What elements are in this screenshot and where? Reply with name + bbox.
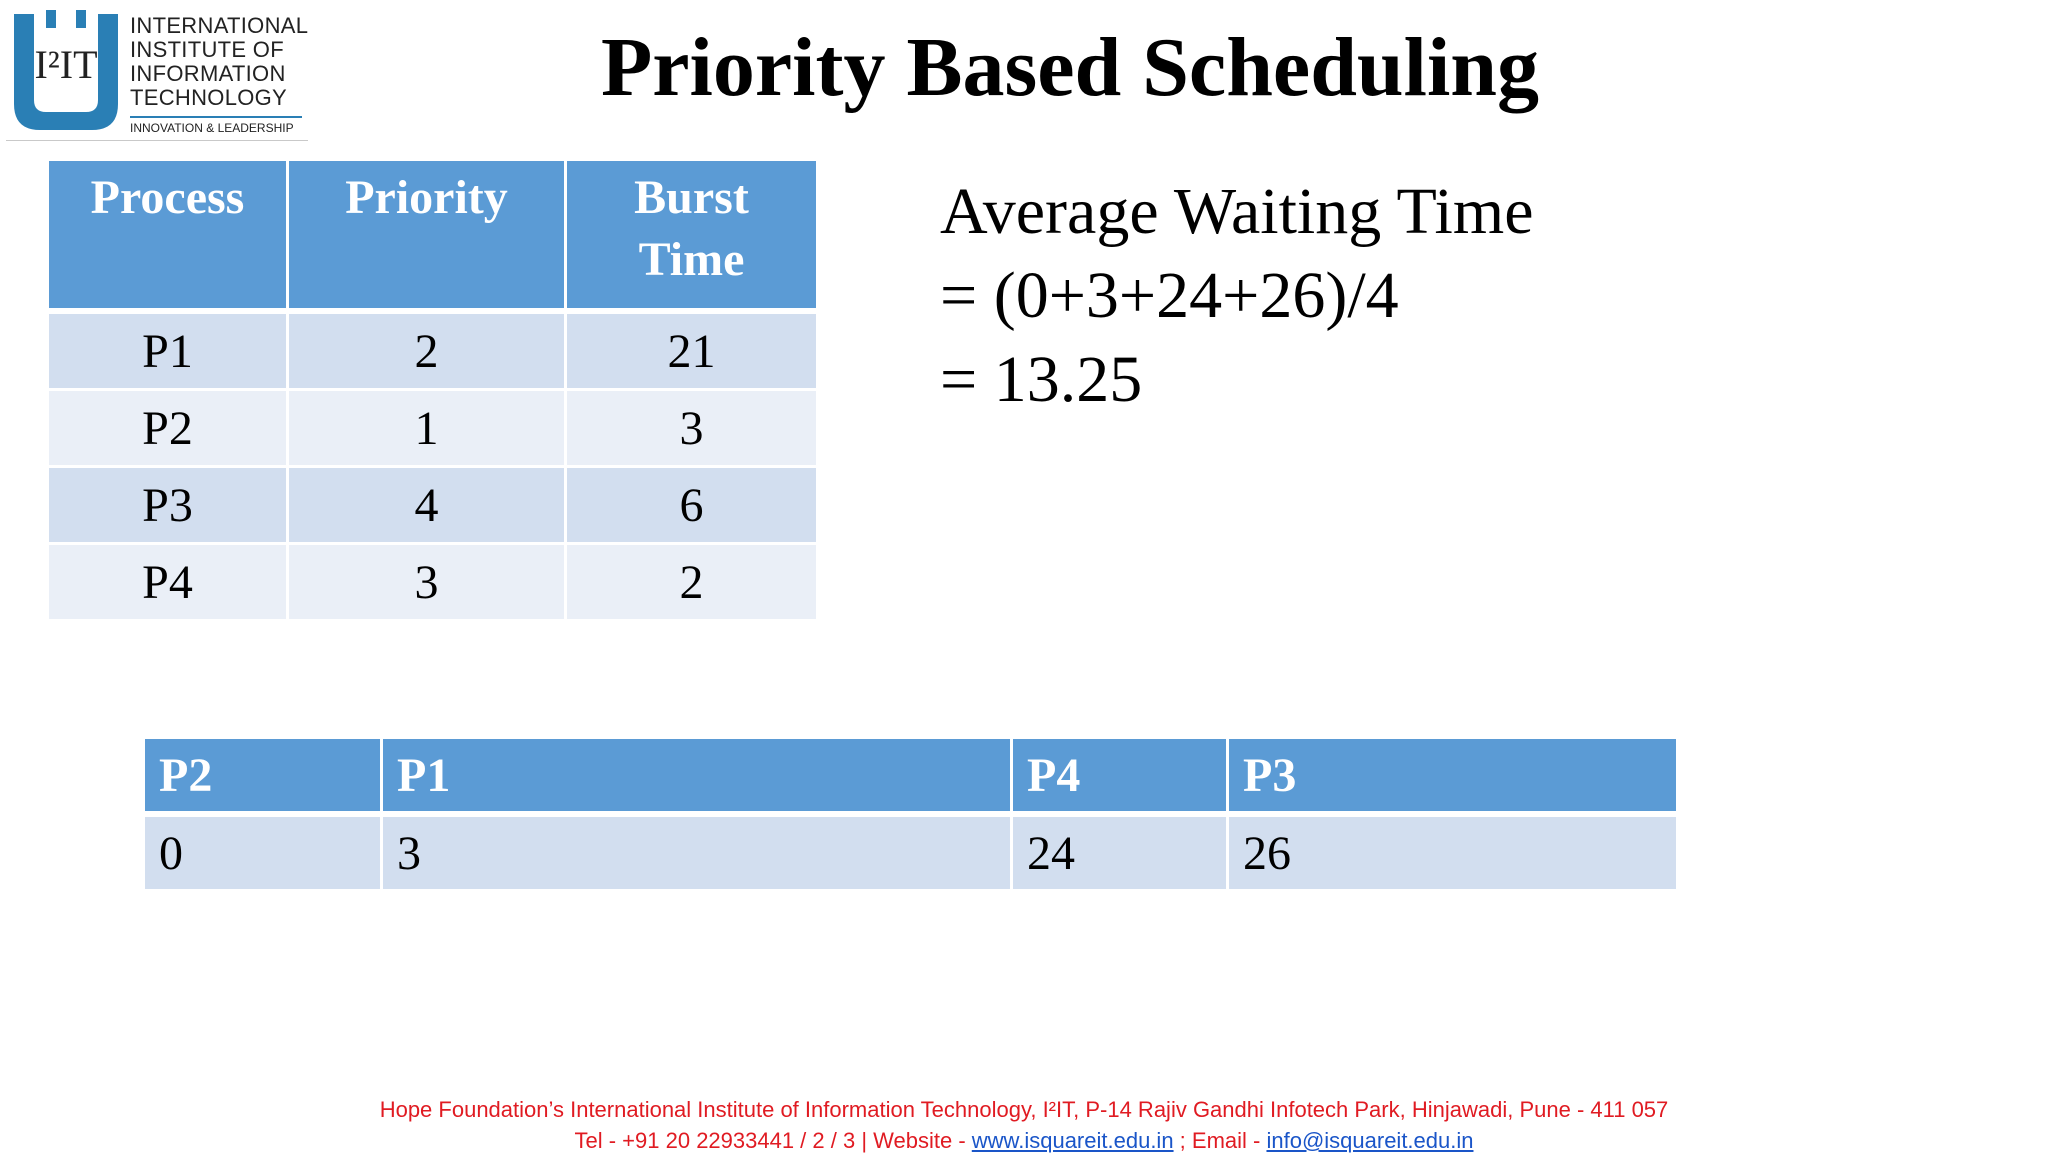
gantt-process: P1: [380, 736, 1013, 817]
gantt-chart-table: P2 P1 P4 P3 0 3 24 26: [142, 736, 1679, 892]
process-table: Process Priority Burst Time P1 2 21 P2 1…: [46, 158, 819, 622]
table-row: P3 4 6: [46, 465, 819, 545]
footer-address: Hope Foundation’s International Institut…: [379, 1097, 1669, 1122]
institute-logo: I²IT INTERNATIONAL INSTITUTE OF INFORMAT…: [6, 8, 308, 144]
gantt-process: P3: [1226, 736, 1679, 817]
table-header-row: Process Priority Burst Time: [46, 158, 819, 314]
logo-name: INTERNATIONAL INSTITUTE OF INFORMATION T…: [130, 14, 308, 110]
footer-tel: Tel - +91 20 22933441 / 2 / 3 | Website …: [574, 1128, 972, 1153]
header-process: Process: [46, 158, 289, 314]
gantt-time: 24: [1010, 812, 1229, 892]
burst-cell: 6: [564, 465, 819, 545]
footer-contact: Tel - +91 20 22933441 / 2 / 3 | Website …: [0, 1125, 2048, 1156]
header-priority: Priority: [286, 158, 567, 314]
logo-line: TECHNOLOGY: [130, 85, 288, 110]
logo-tagline: INNOVATION & LEADERSHIP: [130, 116, 302, 136]
gantt-time-row: 0 3 24 26: [142, 812, 1679, 892]
footer: Hope Foundation’s International Institut…: [0, 1094, 2048, 1156]
logo-line: INFORMATION: [130, 61, 286, 86]
gantt-process: P2: [142, 736, 383, 817]
gantt-process-row: P2 P1 P4 P3: [142, 736, 1679, 817]
average-waiting-time: Average Waiting Time = (0+3+24+26)/4 = 1…: [940, 170, 1534, 422]
process-cell: P4: [46, 542, 289, 622]
email-link[interactable]: info@isquareit.edu.in: [1266, 1128, 1474, 1153]
avg-formula: = (0+3+24+26)/4: [940, 259, 1399, 332]
table-row: P2 1 3: [46, 388, 819, 468]
table-row: P1 2 21: [46, 309, 819, 391]
table-row: P4 3 2: [46, 542, 819, 622]
gantt-time: 3: [380, 812, 1013, 892]
i2it-logo-icon: I²IT: [14, 10, 118, 130]
gantt-time: 26: [1226, 812, 1679, 892]
priority-cell: 3: [286, 542, 567, 622]
process-cell: P3: [46, 465, 289, 545]
logo-line: INSTITUTE OF: [130, 37, 284, 62]
website-link[interactable]: www.isquareit.edu.in: [971, 1128, 1174, 1153]
gantt-time: 0: [142, 812, 383, 892]
burst-cell: 3: [564, 388, 819, 468]
footer-email-prefix: ; Email -: [1173, 1128, 1267, 1153]
priority-cell: 1: [286, 388, 567, 468]
burst-cell: 2: [564, 542, 819, 622]
avg-label: Average Waiting Time: [940, 175, 1534, 248]
priority-cell: 2: [286, 309, 567, 391]
avg-result: = 13.25: [940, 343, 1143, 416]
logo-mark-text: I²IT: [34, 42, 97, 87]
burst-cell: 21: [564, 309, 819, 391]
header-burst-time: Burst Time: [564, 158, 819, 314]
priority-cell: 4: [286, 465, 567, 545]
logo-line: INTERNATIONAL: [130, 13, 309, 38]
process-cell: P2: [46, 388, 289, 468]
logo-divider: [6, 140, 308, 141]
process-cell: P1: [46, 309, 289, 391]
slide-title: Priority Based Scheduling: [600, 21, 1540, 114]
gantt-process: P4: [1010, 736, 1229, 817]
